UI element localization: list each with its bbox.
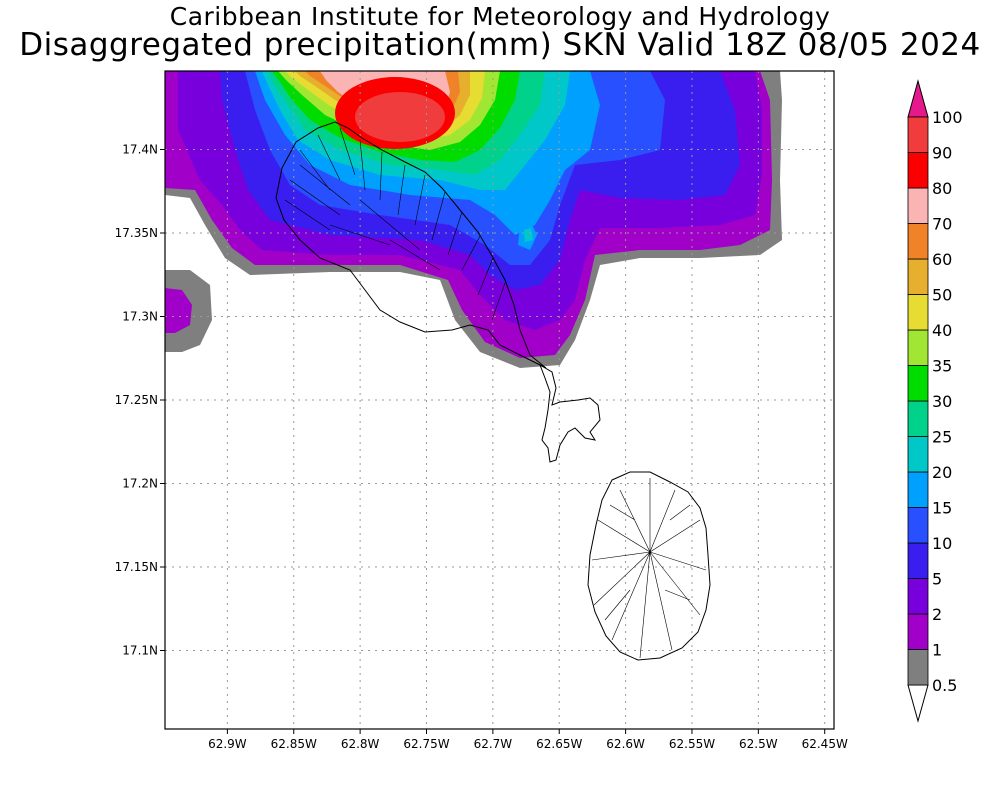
- southeast-peninsula-outline: [539, 363, 601, 463]
- colorbar-swatch: [907, 649, 929, 686]
- colorbar-swatch: [907, 365, 929, 402]
- colorbar-label: 30: [932, 392, 952, 411]
- colorbar-label: 20: [932, 463, 952, 482]
- colorbar-swatch: [907, 294, 929, 331]
- chart-subtitle: Disaggregated precipitation(mm) SKN Vali…: [19, 27, 981, 63]
- lat-tick-label: 17.2N: [122, 477, 158, 491]
- lon-tick-label: 62.45W: [802, 737, 848, 751]
- colorbar-label: 0.5: [932, 676, 957, 695]
- colorbar-label: 80: [932, 179, 952, 198]
- west-cell-1: [165, 288, 192, 333]
- colorbar-label: 1: [932, 641, 942, 660]
- st-kitts-drainage: [284, 127, 506, 321]
- lon-tick-label: 62.85W: [271, 737, 317, 751]
- colorbar-label: 90: [932, 144, 952, 163]
- colorbar-swatch: [907, 400, 929, 437]
- nevis-drainage: [591, 478, 707, 659]
- colorbar-swatch: [907, 542, 929, 579]
- colorbar-swatch: [907, 329, 929, 366]
- colorbar-swatch: [907, 578, 929, 615]
- colorbar-swatch: [907, 258, 929, 295]
- colorbar-label: 2: [932, 605, 942, 624]
- lon-tick-label: 62.6W: [606, 737, 645, 751]
- colorbar-label: 70: [932, 215, 952, 234]
- lon-tick-label: 62.9W: [208, 737, 247, 751]
- colorbar-swatch: [907, 471, 929, 508]
- colorbar-label: 35: [932, 357, 952, 376]
- colorbar-swatch: [907, 223, 929, 260]
- colorbar-swatch: [907, 116, 929, 153]
- nevis-outline: [587, 471, 711, 661]
- colorbar-swatch: [907, 613, 929, 650]
- lat-tick-label: 17.1N: [122, 644, 158, 658]
- colorbar-swatch: [907, 436, 929, 473]
- colorbar-top-arrow: [907, 79, 929, 118]
- colorbar-label: 10: [932, 534, 952, 553]
- lon-tick-label: 62.75W: [403, 737, 449, 751]
- colorbar-label: 25: [932, 428, 952, 447]
- map-grid: [165, 71, 834, 729]
- colorbar-label: 15: [932, 499, 952, 518]
- colorbar-label: 50: [932, 286, 952, 305]
- latitude-axis: 17.4N 17.35N 17.3N 17.25N 17.2N 17.15N 17.1N: [115, 142, 165, 658]
- colorbar-label: 40: [932, 321, 952, 340]
- lat-tick-label: 17.35N: [115, 226, 158, 240]
- chart-title: Caribbean Institute for Meteorology and …: [169, 2, 831, 31]
- colorbar-bottom-arrow: [907, 684, 929, 723]
- colorbar-swatch: [907, 187, 929, 224]
- lat-tick-label: 17.3N: [122, 309, 158, 323]
- colorbar-label: 100: [932, 108, 963, 127]
- contour-90: [355, 92, 445, 142]
- colorbar-swatch: [907, 152, 929, 189]
- lat-tick-label: 17.25N: [115, 393, 158, 407]
- islands: [275, 121, 711, 661]
- lon-tick-label: 62.8W: [341, 737, 380, 751]
- lon-tick-label: 62.5W: [739, 737, 778, 751]
- contour-20-cell: [524, 228, 533, 242]
- lat-tick-label: 17.15N: [115, 560, 158, 574]
- lon-tick-label: 62.7W: [474, 737, 513, 751]
- colorbar-swatch: [907, 507, 929, 544]
- lon-tick-label: 62.55W: [669, 737, 715, 751]
- longitude-axis: 62.9W 62.85W 62.8W 62.75W 62.7W 62.65W 62.6W 62…: [208, 729, 848, 751]
- st-kitts-outline: [275, 121, 547, 369]
- lat-tick-label: 17.4N: [122, 142, 158, 156]
- colorbar-label: 5: [932, 570, 942, 589]
- lon-tick-label: 62.65W: [536, 737, 582, 751]
- colorbar-label: 60: [932, 250, 952, 269]
- precipitation-field: [165, 71, 782, 368]
